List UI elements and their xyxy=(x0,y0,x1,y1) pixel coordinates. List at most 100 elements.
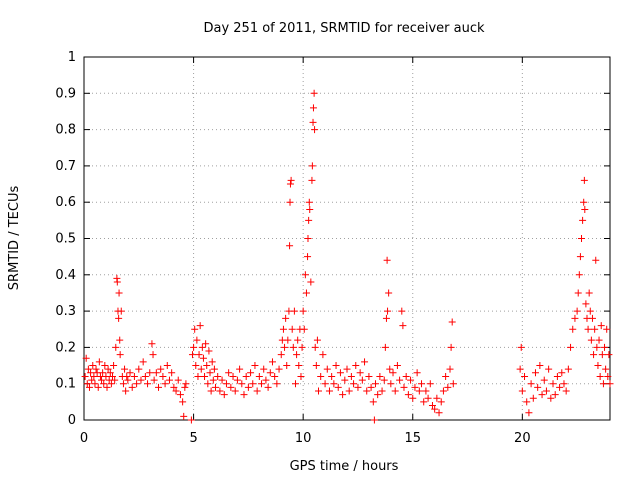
y-tick-label: 0.4 xyxy=(55,268,76,283)
data-point xyxy=(575,271,583,279)
y-tick-label: 0.8 xyxy=(55,123,76,138)
data-point xyxy=(584,325,592,333)
data-point xyxy=(238,380,246,388)
data-point xyxy=(258,380,266,388)
data-point xyxy=(144,380,152,388)
data-point xyxy=(190,343,198,351)
data-point xyxy=(531,369,539,377)
data-point xyxy=(558,369,566,377)
data-points xyxy=(81,89,614,424)
data-point xyxy=(426,380,434,388)
data-point xyxy=(82,354,90,362)
data-point xyxy=(343,365,351,373)
data-point xyxy=(411,383,419,391)
data-point xyxy=(187,416,195,424)
data-point xyxy=(282,314,290,322)
data-point xyxy=(179,398,187,406)
data-point xyxy=(227,383,235,391)
data-point xyxy=(133,380,141,388)
data-point xyxy=(571,314,579,322)
data-point xyxy=(299,307,307,315)
data-point xyxy=(108,372,116,380)
data-point xyxy=(182,380,190,388)
data-point xyxy=(323,365,331,373)
data-point xyxy=(81,372,89,380)
data-point xyxy=(393,362,401,370)
data-point xyxy=(191,325,199,333)
data-point xyxy=(413,369,421,377)
data-point xyxy=(518,387,526,395)
data-point xyxy=(418,380,426,388)
data-point xyxy=(89,362,97,370)
data-point xyxy=(225,369,233,377)
data-point xyxy=(564,365,572,373)
data-point xyxy=(198,343,206,351)
y-tick-label: 1 xyxy=(68,50,76,65)
data-point xyxy=(240,391,248,399)
data-point xyxy=(311,126,319,134)
data-point xyxy=(249,380,257,388)
data-point xyxy=(293,351,301,359)
y-tick-label: 0.9 xyxy=(55,86,76,101)
data-point xyxy=(444,383,452,391)
data-point xyxy=(389,369,397,377)
data-point xyxy=(137,376,145,384)
data-point xyxy=(400,383,408,391)
data-point xyxy=(251,362,259,370)
data-point xyxy=(356,369,364,377)
data-point xyxy=(149,351,157,359)
data-point xyxy=(301,271,309,279)
data-point xyxy=(117,307,125,315)
data-point xyxy=(603,325,611,333)
data-point xyxy=(113,278,121,286)
data-point xyxy=(378,387,386,395)
data-point xyxy=(516,365,524,373)
data-point xyxy=(199,354,207,362)
data-point xyxy=(112,343,120,351)
data-point xyxy=(404,391,412,399)
data-point xyxy=(308,176,316,184)
data-point xyxy=(369,398,377,406)
data-point xyxy=(391,387,399,395)
data-point xyxy=(88,376,96,384)
data-point xyxy=(579,216,587,224)
data-point xyxy=(363,387,371,395)
y-tick-label: 0.6 xyxy=(55,195,76,210)
x-tick-label: 10 xyxy=(295,431,312,446)
data-point xyxy=(409,394,417,402)
data-point xyxy=(376,372,384,380)
data-point xyxy=(381,343,389,351)
data-point xyxy=(99,369,107,377)
data-point xyxy=(290,307,298,315)
data-point xyxy=(341,376,349,384)
data-point xyxy=(106,369,114,377)
data-point xyxy=(202,340,210,348)
data-point xyxy=(396,376,404,384)
data-point xyxy=(150,376,158,384)
data-point xyxy=(209,376,217,384)
data-point xyxy=(598,351,606,359)
data-point xyxy=(383,256,391,264)
data-point xyxy=(197,365,205,373)
data-point xyxy=(435,409,443,417)
data-point xyxy=(382,314,390,322)
data-point xyxy=(123,372,131,380)
data-point xyxy=(284,336,292,344)
data-point xyxy=(168,369,176,377)
data-point xyxy=(298,343,306,351)
data-point xyxy=(119,380,127,388)
data-point xyxy=(116,351,124,359)
data-point xyxy=(542,387,550,395)
data-point xyxy=(336,369,344,377)
data-point xyxy=(590,351,598,359)
data-point xyxy=(580,198,588,206)
x-axis-label: GPS time / hours xyxy=(290,459,399,474)
data-point xyxy=(449,380,457,388)
data-point xyxy=(574,289,582,297)
data-point xyxy=(205,347,213,355)
data-point xyxy=(595,336,603,344)
data-point xyxy=(101,362,109,370)
data-point xyxy=(415,387,423,395)
data-point xyxy=(289,343,297,351)
data-point xyxy=(220,391,228,399)
